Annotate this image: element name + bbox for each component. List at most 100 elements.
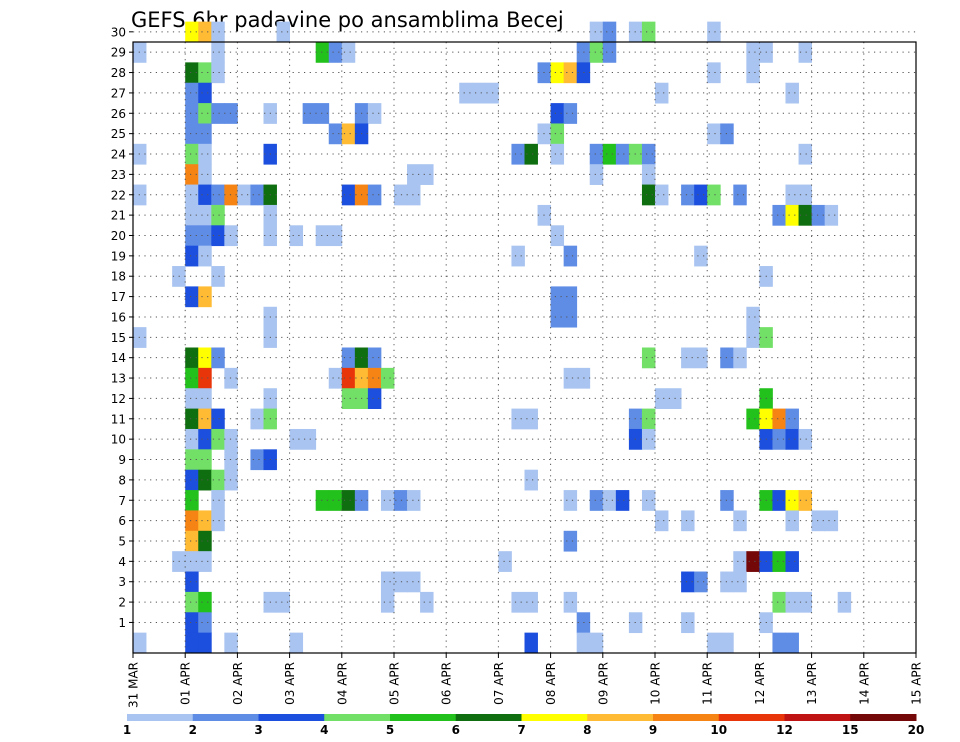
heatmap-cell	[746, 62, 760, 84]
heatmap-cells	[133, 21, 852, 654]
heatmap-cell	[785, 82, 799, 104]
heatmap-cell	[785, 591, 799, 613]
heatmap-cell	[615, 143, 630, 165]
colorbar-segment	[324, 714, 391, 721]
heatmap-cell	[746, 408, 760, 430]
colorbar: 1 2 3 4 5 6 7 8 9 10 12 15 20	[123, 714, 925, 737]
heatmap-cell	[655, 82, 669, 104]
y-tick-label: 21	[111, 209, 126, 223]
heatmap-cell	[367, 184, 382, 206]
y-tick-label: 15	[111, 331, 126, 345]
heatmap-cell	[211, 266, 225, 287]
heatmap-cell	[328, 367, 343, 389]
plot-frame	[132, 41, 917, 654]
heatmap-cell	[185, 632, 199, 654]
heatmap-cell	[185, 408, 199, 430]
heatmap-cell	[367, 347, 382, 369]
heatmap-cell	[772, 551, 786, 572]
heatmap-cell	[498, 551, 512, 572]
heatmap-cell	[707, 184, 721, 206]
heatmap-cell	[185, 82, 199, 104]
heatmap-cell	[328, 123, 343, 145]
heatmap-cell	[472, 82, 486, 104]
heatmap-cell	[367, 388, 382, 409]
heatmap-cell	[602, 42, 617, 63]
heatmap-cell	[733, 510, 747, 532]
heatmap-cell	[185, 347, 199, 369]
heatmap-cell	[211, 469, 225, 491]
heatmap-cell	[211, 347, 225, 369]
y-tick-label: 24	[111, 148, 126, 162]
heatmap-cell	[185, 184, 199, 206]
heatmap-cell	[420, 164, 434, 185]
y-tick-label: 6	[118, 514, 126, 528]
heatmap-cell	[211, 408, 225, 430]
heatmap-cell	[198, 184, 212, 206]
heatmap-cell	[511, 591, 525, 613]
heatmap-cell	[785, 510, 799, 532]
y-tick-label: 25	[111, 127, 126, 141]
heatmap-cell	[550, 103, 565, 124]
heatmap-cell	[198, 632, 212, 654]
heatmap-cell	[341, 123, 356, 145]
heatmap-cell	[733, 347, 747, 369]
heatmap-cell	[185, 449, 199, 471]
y-tick-label: 23	[111, 168, 126, 182]
y-tick-label: 8	[118, 473, 126, 487]
heatmap-cell	[694, 245, 708, 267]
heatmap-cell	[563, 245, 578, 267]
heatmap-cell	[707, 62, 721, 84]
heatmap-cell	[341, 388, 356, 409]
heatmap-cell	[198, 21, 212, 43]
y-tick-label: 20	[111, 229, 126, 243]
heatmap-cell	[250, 449, 264, 471]
heatmap-cell	[394, 184, 408, 206]
y-tick-label: 28	[111, 66, 126, 80]
colorbar-label: 9	[649, 723, 657, 737]
x-tick-label: 01 APR	[179, 662, 193, 705]
heatmap-cell	[524, 632, 538, 654]
heatmap-cell	[185, 510, 199, 532]
colorbar-label: 7	[517, 723, 525, 737]
heatmap-cell	[211, 510, 225, 532]
colorbar-label: 20	[908, 723, 925, 737]
heatmap-cell	[824, 204, 839, 226]
heatmap-cell	[589, 21, 604, 43]
colorbar-label: 12	[776, 723, 793, 737]
heatmap-cell	[707, 632, 721, 654]
heatmap-cell	[772, 428, 786, 450]
heatmap-cell	[198, 225, 212, 247]
heatmap-cell	[563, 103, 578, 124]
y-tick-label: 13	[111, 372, 126, 386]
heatmap-cell	[198, 612, 212, 634]
x-tick-label: 05 APR	[388, 662, 402, 705]
heatmap-cell	[315, 42, 330, 63]
heatmap-cell	[602, 143, 617, 165]
heatmap-cell	[407, 184, 421, 206]
colorbar-segment	[587, 714, 654, 721]
heatmap-cell	[211, 103, 225, 124]
heatmap-cell	[289, 428, 304, 450]
colorbar-label: 10	[710, 723, 727, 737]
y-tick-label: 17	[111, 290, 126, 304]
heatmap-cell	[681, 184, 695, 206]
heatmap-cell	[707, 123, 721, 145]
colorbar-segment	[455, 714, 522, 721]
colorbar-segment	[390, 714, 457, 721]
colorbar-segment	[192, 714, 259, 721]
heatmap-cell	[798, 428, 812, 450]
colorbar-segment	[521, 714, 588, 721]
heatmap-cell	[785, 490, 799, 511]
heatmap-cell	[641, 184, 656, 206]
heatmap-cell	[198, 164, 212, 185]
heatmap-cell	[550, 306, 565, 328]
heatmap-cell	[289, 632, 304, 654]
heatmap-cell	[772, 204, 786, 226]
heatmap-cell	[198, 62, 212, 84]
heatmap-cell	[772, 490, 786, 511]
heatmap-cell	[133, 632, 147, 654]
heatmap-cell	[198, 347, 212, 369]
heatmap-cell	[185, 551, 199, 572]
heatmap-cell	[302, 103, 317, 124]
heatmap-cell	[785, 428, 799, 450]
